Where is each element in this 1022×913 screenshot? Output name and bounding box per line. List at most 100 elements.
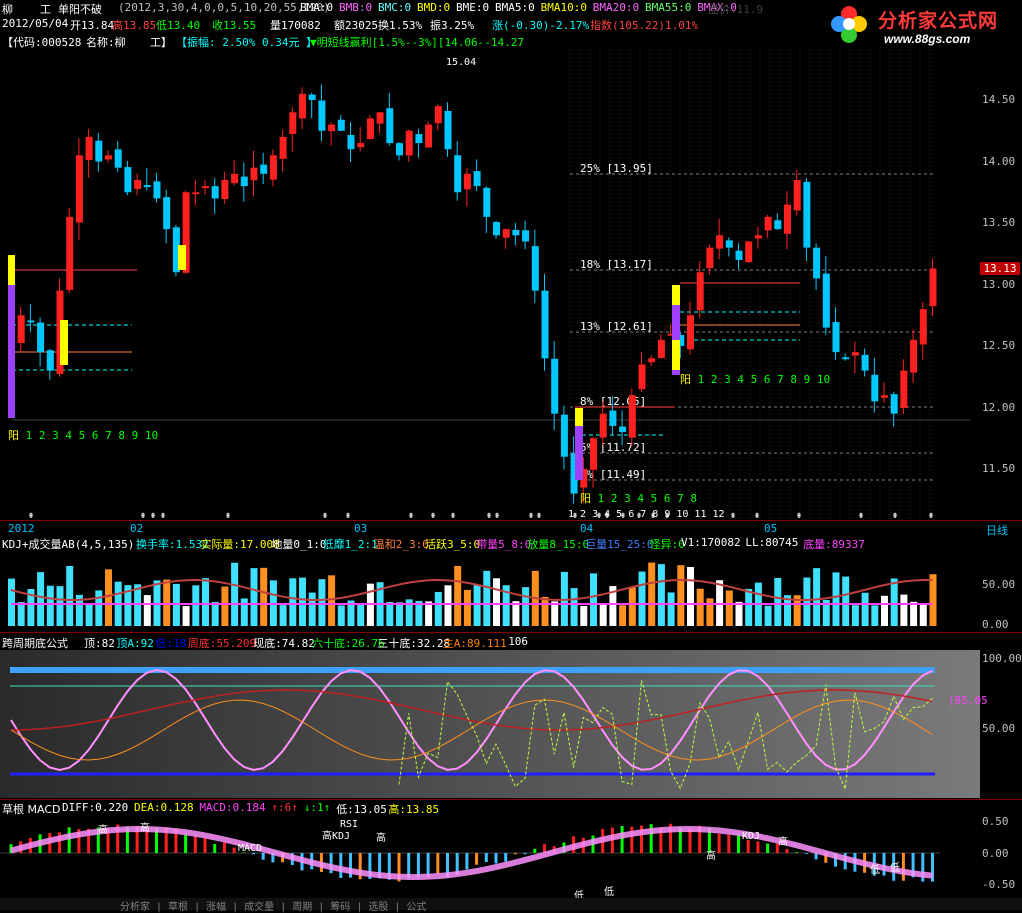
macd-axis-zero: 0.00	[982, 847, 1009, 860]
bottom-tab-bar[interactable]: 分析家 | 草根 | 涨幅 | 成交量 | 周期 | 筹码 | 选股 | 公式	[0, 898, 1022, 913]
signal-arrow-icon: ⇟	[140, 510, 146, 520]
candle-body	[308, 94, 316, 100]
candle-body	[114, 149, 122, 168]
volume-bar	[745, 588, 753, 626]
macd-chart[interactable]: 高高高KDJ 高MACDRSIKDJ高高低 低低低	[0, 815, 980, 898]
yang-counter-1: 阳 1 2 3 4 5 6 7 8 9 10	[680, 373, 830, 386]
panel-divider	[0, 632, 1022, 633]
candle-body	[590, 438, 597, 470]
volume-bar	[124, 585, 132, 626]
signal-arrow-icon: ⇟	[730, 510, 736, 520]
candle-body	[66, 216, 74, 290]
candle-body	[580, 469, 588, 488]
highlight-candle	[672, 285, 680, 375]
amplitude-info: 【振幅: 2.50% 0.34元 】	[176, 36, 318, 49]
cycle-field-5: 六十底:26.76	[312, 637, 385, 650]
signal-arrow-icon: ⇟	[928, 510, 934, 520]
signal-arrow-icon: ⇟	[650, 510, 656, 520]
quote-line: 2012/05/04 开13.84 高13.85 低13.40 收13.55 量…	[0, 16, 1022, 32]
cycle-bottom-chart[interactable]	[0, 650, 980, 798]
cycle-panel-title[interactable]: 跨周期底公式	[2, 637, 68, 650]
volume-chart[interactable]	[0, 550, 980, 632]
signal-arrow-icon: ⇟	[28, 510, 34, 520]
macd-panel-header: 草根 MACD DIFF:0.220 DEA:0.128 MACD:0.184 ↑:6…	[0, 800, 1022, 816]
volume-bar	[803, 577, 811, 626]
volume-bar	[706, 598, 714, 626]
volume-bar	[483, 570, 491, 626]
volume-bar	[687, 566, 694, 626]
volume-bar	[8, 578, 15, 626]
bma-field-4: BME:0	[456, 1, 490, 14]
macd-annotation-7: 高	[706, 849, 716, 862]
volume-bar	[182, 605, 190, 626]
volume-bar	[357, 603, 365, 626]
time-label-03: 03	[354, 522, 368, 535]
candle-body	[929, 268, 937, 307]
highlight-candle	[672, 340, 680, 370]
quote-index: 指数(105.22)1.01%	[590, 19, 699, 32]
volume-bar	[211, 602, 219, 626]
signal-arrow-icon: ⇟	[345, 510, 351, 520]
bottom-tab-labels[interactable]: 分析家 | 草根 | 涨幅 | 成交量 | 周期 | 筹码 | 选股 | 公式	[120, 902, 427, 913]
volume-bar	[551, 601, 559, 626]
volume-bar	[192, 585, 200, 626]
volume-field-11: LL:80745	[745, 536, 799, 549]
logo-url[interactable]: www.88gs.com	[884, 32, 971, 46]
volume-bar	[66, 566, 74, 626]
quote-open: 开13.84	[70, 19, 115, 32]
candle-body	[444, 110, 452, 150]
signal-arrow-icon: ⇟	[408, 510, 414, 520]
price-tick-6: 11.50	[982, 462, 1016, 475]
candle-body	[269, 155, 277, 180]
macd-panel-title[interactable]: 草根 MACD	[2, 803, 61, 816]
period-label[interactable]: 日线	[986, 524, 1008, 537]
volume-bar	[696, 588, 704, 626]
volume-axis-0: 0.00	[982, 618, 1009, 631]
candle-body	[250, 167, 258, 181]
volume-bar	[851, 605, 859, 626]
volume-bar	[308, 592, 316, 626]
candle-body	[648, 358, 656, 363]
volume-bar	[900, 594, 908, 626]
volume-bar	[677, 565, 685, 626]
signal-arrow-icon: ⇟	[572, 510, 578, 520]
candle-body	[910, 339, 918, 373]
volume-bar	[27, 589, 35, 626]
volume-bar	[17, 602, 25, 626]
candle-body	[832, 322, 840, 353]
volume-bar	[502, 585, 510, 626]
volume-bar	[619, 605, 627, 626]
candle-body	[231, 173, 239, 184]
volume-bar	[250, 568, 258, 626]
volume-bar	[46, 585, 54, 626]
candle-body	[609, 410, 617, 426]
candle-body	[638, 364, 646, 390]
volume-panel-title[interactable]: KDJ+成交量AB(4,5,135)	[2, 538, 135, 551]
quote-date: 2012/05/04	[2, 17, 69, 30]
bma-field-6: BMA10:0	[540, 1, 587, 14]
candle-body	[531, 246, 539, 291]
volume-field-12: 底量:89337	[803, 538, 865, 551]
macd-annotation-10: 低	[604, 885, 614, 898]
candle-body	[434, 106, 442, 124]
volume-bar	[85, 603, 93, 626]
site-logo[interactable]: 分析家公式网 www.88gs.com	[822, 2, 1018, 52]
macd-field-2: MACD:0.184	[199, 801, 266, 814]
logo-flower-icon	[831, 6, 867, 43]
quote-turnover: 换1.53%	[378, 19, 423, 32]
volume-bar	[793, 595, 801, 626]
volume-bar	[56, 586, 64, 626]
cycle-orange-line	[10, 699, 933, 761]
candlestick-chart[interactable]: 25% [13.95] 18% [13.17] 13% [12.61] 8% [12.…	[0, 50, 980, 520]
cycle-axis-50: 50.00	[982, 722, 1016, 735]
formula-name[interactable]: 单阳不破	[58, 3, 102, 16]
current-price-tag: 13.13	[980, 262, 1020, 275]
volume-bar	[289, 578, 297, 626]
candle-body	[124, 167, 132, 193]
candle-body	[318, 100, 326, 131]
candle-body	[46, 350, 54, 371]
price-tick-3: 13.00	[982, 277, 1016, 291]
candle-body	[881, 395, 888, 398]
macd-axis-pos: 0.50	[982, 815, 1009, 828]
candle-body	[512, 229, 520, 236]
